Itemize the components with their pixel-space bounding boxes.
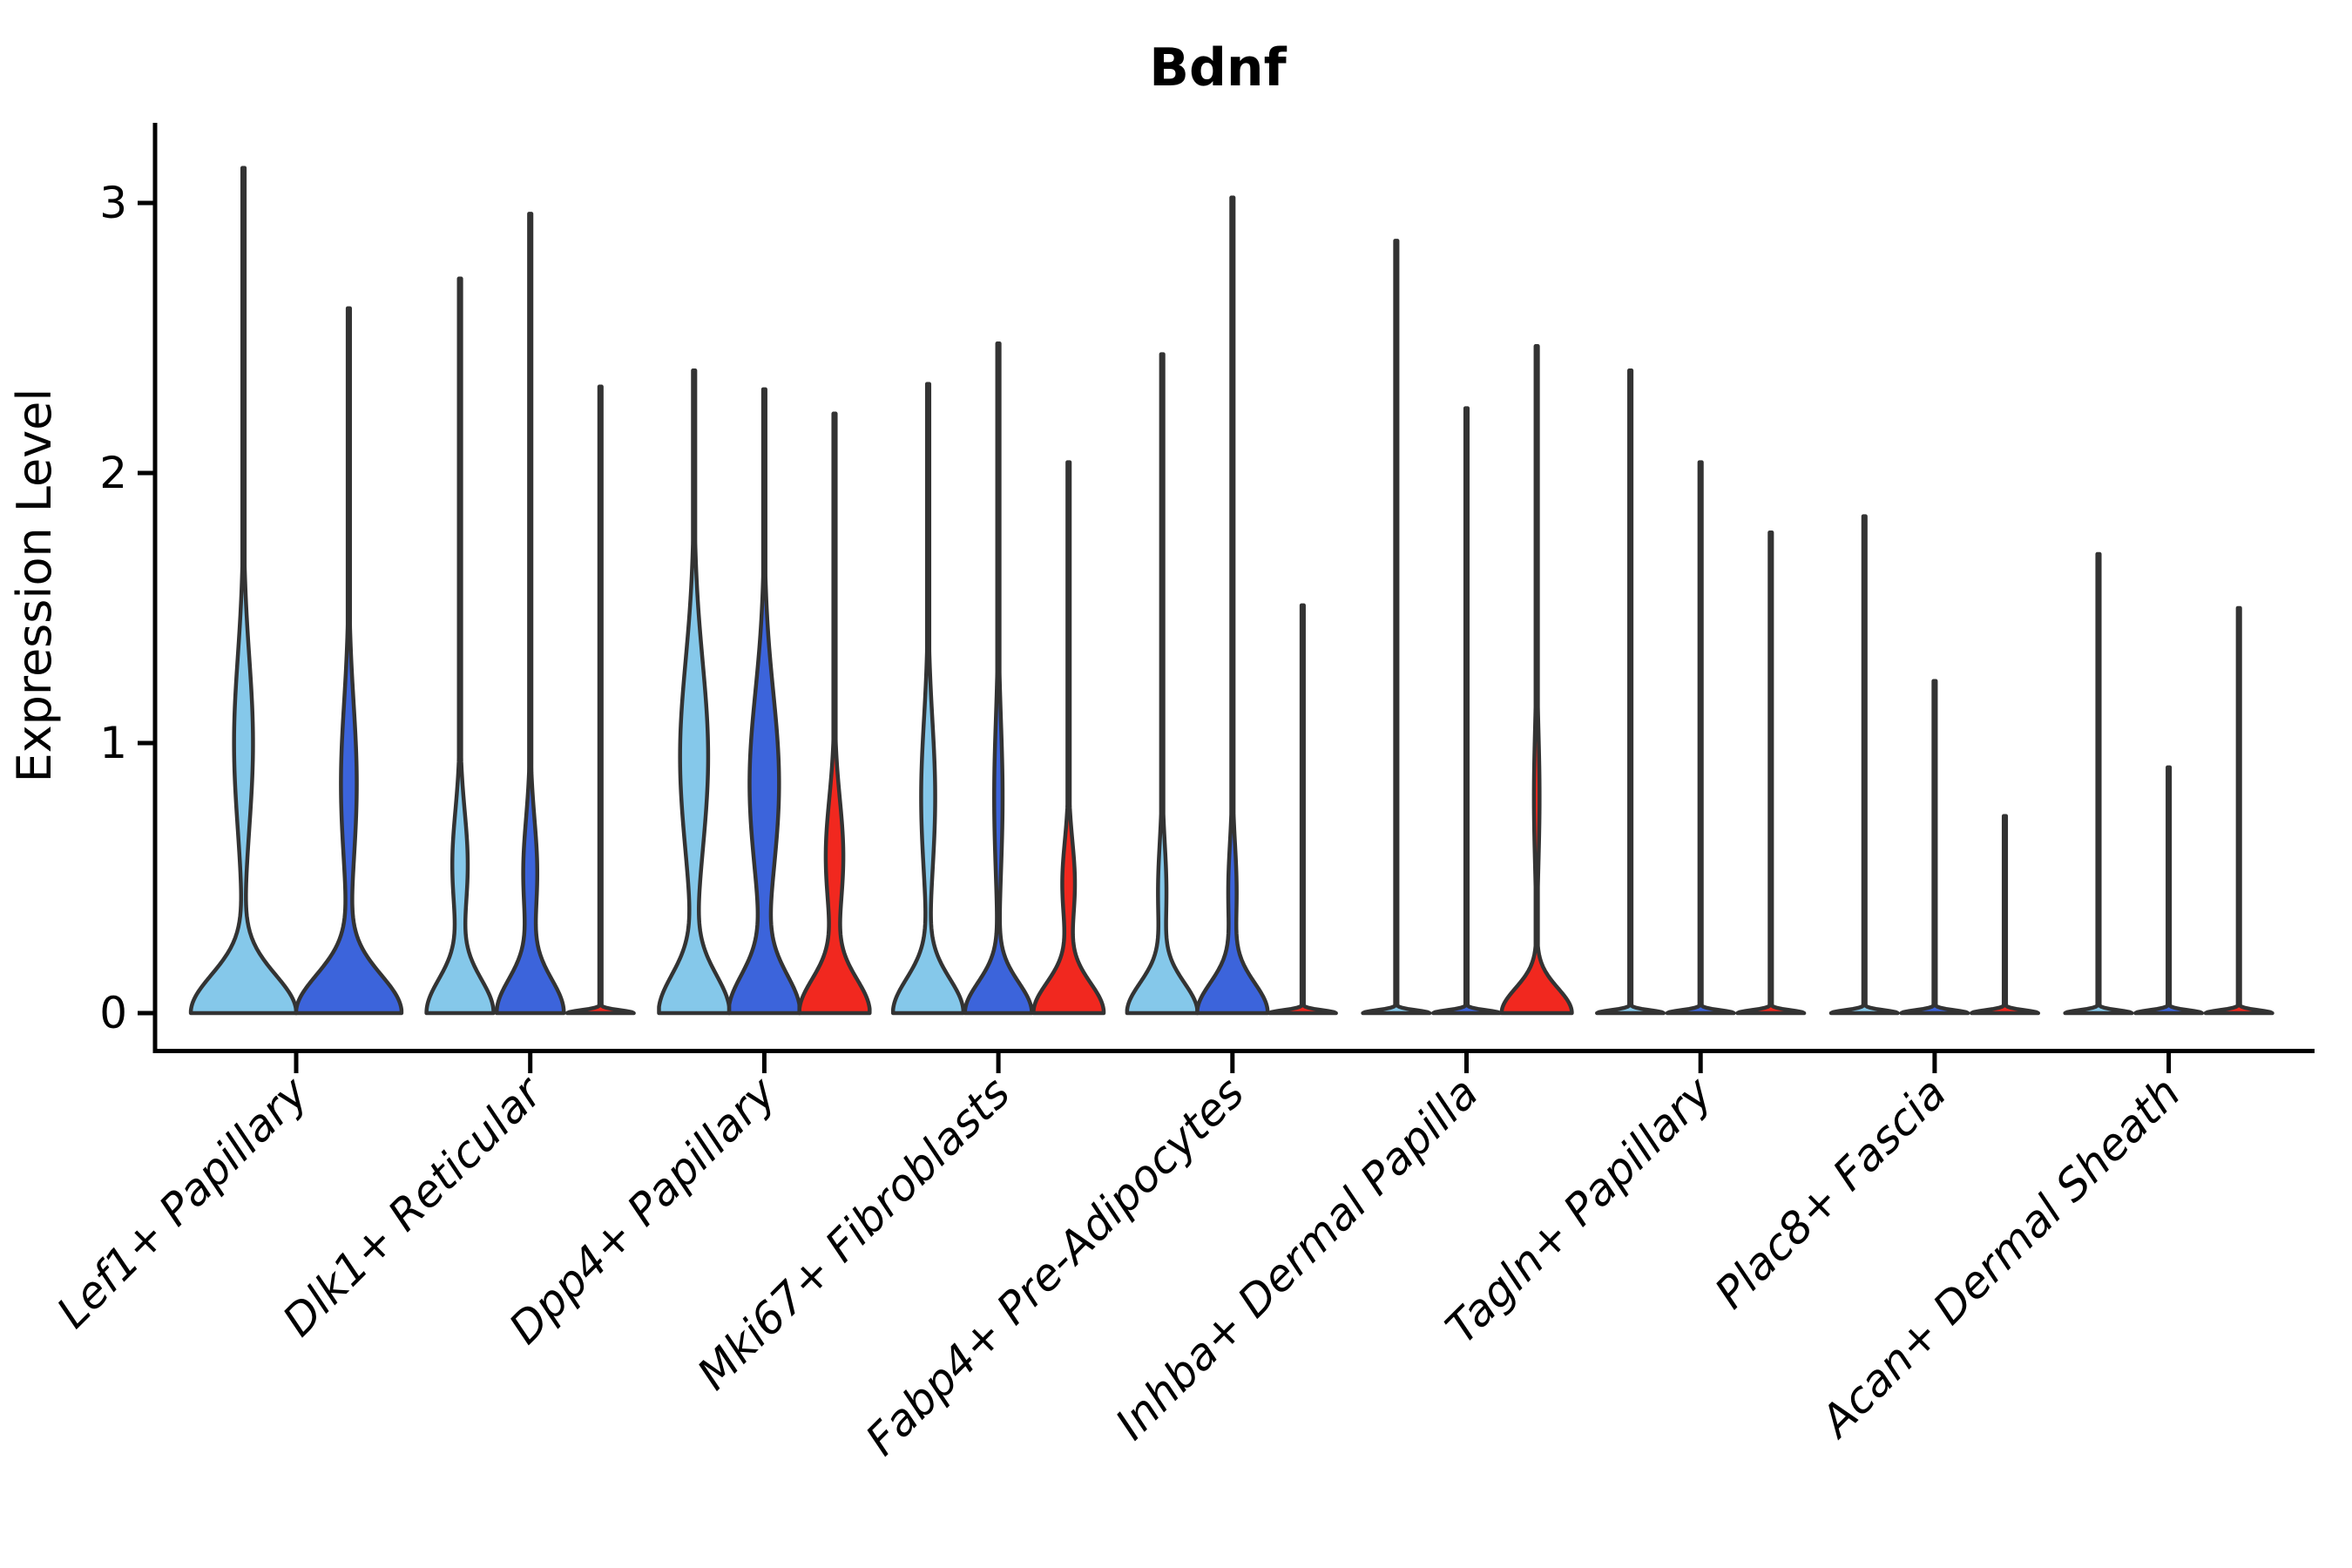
violin-5-blue (1430, 406, 1503, 1016)
violin-5-light_blue (1361, 239, 1432, 1016)
violin-2-red (797, 411, 872, 1016)
violin-1-light_blue (424, 276, 496, 1016)
violin-4-blue (1195, 195, 1270, 1016)
violin-3-light_blue (890, 382, 966, 1016)
violin-8-light_blue (2063, 551, 2134, 1016)
chart-title: Bdnf (1149, 37, 1287, 98)
violin-4-red (1267, 603, 1338, 1016)
x-tick-label: Fabp4+ Pre-Adipocytes (856, 1067, 1254, 1465)
violin-1-blue (494, 212, 566, 1016)
violin-6-red (1735, 530, 1807, 1016)
violin-5-red (1499, 344, 1574, 1016)
violin-6-light_blue (1595, 368, 1666, 1016)
x-tick-label: Dlk1+ Reticular (273, 1065, 553, 1346)
violin-6-blue (1665, 460, 1736, 1016)
violin-0-light_blue (188, 166, 299, 1016)
y-tick-label: 2 (99, 448, 127, 498)
violin-3-blue (963, 341, 1034, 1016)
violin-7-red (1969, 814, 2041, 1016)
violin-8-red (2203, 605, 2274, 1016)
y-tick-label: 3 (99, 178, 127, 228)
y-tick-label: 1 (99, 718, 127, 768)
y-axis-label: Expression Level (7, 389, 62, 783)
violin-7-light_blue (1828, 514, 1900, 1016)
violin-4-light_blue (1125, 352, 1200, 1016)
violin-7-blue (1899, 679, 1970, 1016)
y-tick-label: 0 (99, 988, 127, 1038)
violin-3-red (1031, 460, 1106, 1016)
x-tick-label: Lef1+ Papillary (47, 1066, 318, 1337)
violin-1-red (564, 384, 636, 1016)
violin-2-blue (727, 387, 801, 1016)
violin-2-light_blue (657, 368, 732, 1016)
violin-8-blue (2133, 765, 2205, 1016)
violin-0-blue (294, 306, 404, 1016)
x-tick-label: Plac8+ Fascia (1705, 1067, 1956, 1318)
